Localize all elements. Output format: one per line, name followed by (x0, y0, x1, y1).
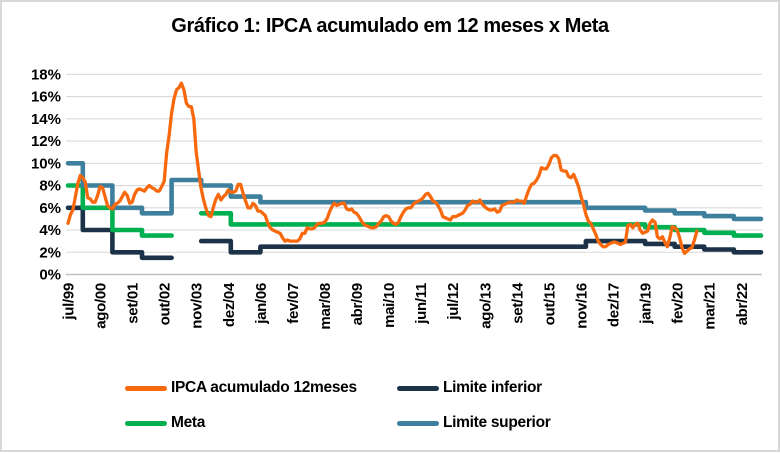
series-line-limite-superior (65, 161, 764, 222)
x-axis-label: jan/06 (253, 283, 270, 325)
y-axis-label: 4% (39, 222, 61, 239)
series-line-limite-inferior (198, 238, 764, 255)
meta-line-swatch (125, 420, 167, 426)
legend-label-limite-inferior: Limite inferior (443, 379, 542, 396)
x-axis-label: mar/21 (702, 283, 719, 330)
legend-label-ipca: IPCA acumulado 12meses (171, 379, 357, 396)
y-axis-label: 2% (39, 244, 61, 261)
legend-label-limite-superior: Limite superior (443, 414, 551, 431)
x-axis-label: jun/11 (413, 283, 430, 325)
legend-label-meta: Meta (171, 414, 206, 431)
x-axis-label: fev/07 (285, 283, 302, 324)
x-axis-label: jul/99 (61, 283, 78, 321)
x-axis-label: set/14 (509, 282, 526, 324)
x-axis-label: nov/03 (189, 283, 206, 329)
x-axis-label: dez/17 (606, 283, 623, 327)
y-axis-label: 14% (31, 111, 61, 128)
y-axis-label: 16% (31, 89, 61, 106)
y-axis-label: 18% (31, 66, 61, 83)
legend-item-ipca: IPCA acumulado 12meses (125, 379, 357, 397)
x-axis-label: mai/10 (381, 283, 398, 328)
limite-inferior-line-swatch (397, 385, 439, 391)
x-axis-label: jan/19 (638, 283, 655, 325)
y-axis-label: 10% (31, 155, 61, 172)
x-axis-label: nov/16 (573, 283, 590, 329)
x-axis-label: mar/08 (317, 283, 334, 330)
x-axis-label: out/15 (541, 283, 558, 325)
y-axis-label: 0% (39, 267, 61, 284)
series-line-meta (65, 183, 174, 238)
legend-item-limite-superior: Limite superior (397, 414, 551, 432)
y-axis-label: 8% (39, 178, 61, 195)
x-axis-label: jul/12 (445, 283, 462, 321)
x-axis-label: out/02 (157, 283, 174, 325)
y-axis-label: 12% (31, 133, 61, 150)
legend-item-meta: Meta (125, 414, 205, 432)
series-line-limite-inferior (65, 205, 174, 261)
chart-title: Gráfico 1: IPCA acumulado em 12 meses x … (171, 15, 609, 37)
series-line-meta (198, 211, 764, 238)
x-axis-label: abr/09 (349, 283, 366, 325)
legend-item-limite-inferior: Limite inferior (397, 379, 542, 397)
y-axis-label: 6% (39, 200, 61, 217)
x-axis-label: fev/20 (670, 283, 687, 324)
x-axis-label: dez/04 (221, 282, 238, 327)
limite-superior-line-swatch (397, 420, 439, 426)
x-axis-label: ago/00 (93, 283, 110, 329)
series-line-ipca-acumulado-12meses (66, 81, 699, 256)
x-axis-label: abr/22 (734, 283, 751, 325)
x-axis-label: set/01 (125, 283, 142, 324)
x-axis-label: ago/13 (477, 283, 494, 329)
ipca-line-swatch (125, 385, 167, 391)
